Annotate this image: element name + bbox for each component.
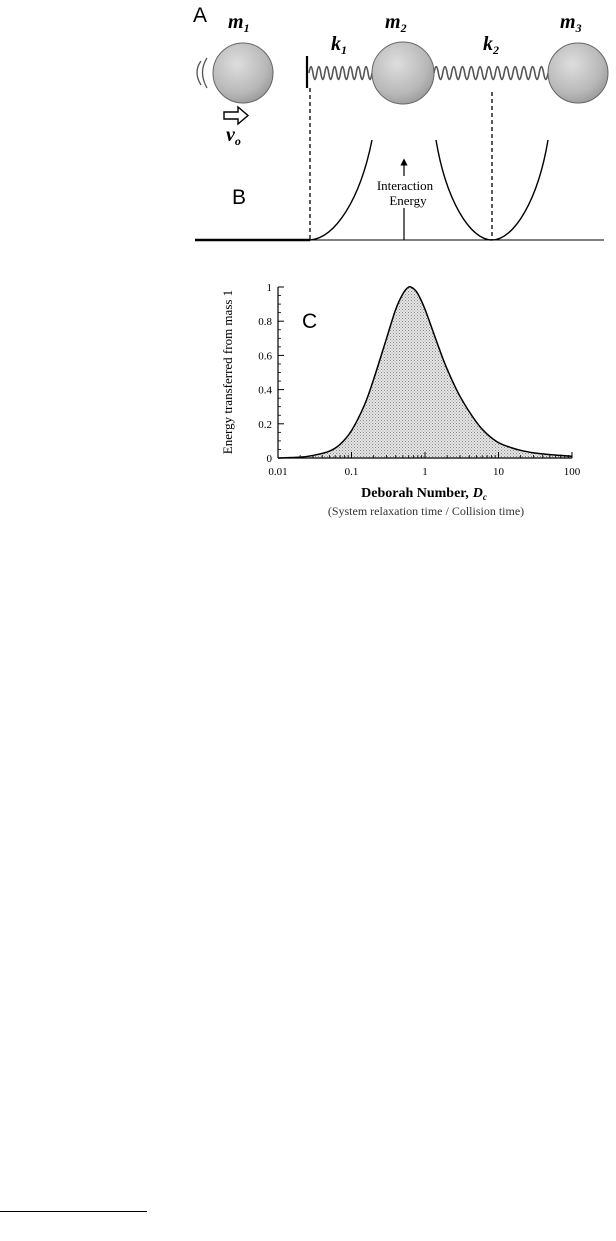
chart-area-fill (278, 286, 572, 458)
x-tick-label-0: 0.01 (268, 466, 287, 478)
panel-a: A m1 m2 m3 k1 k2 vo (193, 4, 609, 148)
mass-1-label: m1 (228, 11, 250, 35)
mass-3-ball (547, 42, 609, 104)
x-tick-label-3: 10 (493, 466, 505, 478)
motion-lines (196, 57, 208, 89)
mass-1-ball (212, 42, 274, 104)
spring-1-label: k1 (331, 33, 347, 57)
x-tick-label-4: 100 (564, 466, 581, 478)
panel-c-label: C (302, 310, 317, 333)
x-axis-sublabel: (System relaxation time / Collision time… (328, 504, 524, 518)
spring-2-label: k2 (483, 33, 499, 57)
y-tick-label-4: 0.8 (258, 316, 272, 328)
panel-c: C 0 0.2 0.4 0.6 0.8 1 0.01 0.1 1 10 100 Energy tra… (220, 282, 581, 518)
tick-labels: 0 0.2 0.4 0.6 0.8 1 0.01 0.1 1 10 100 (258, 282, 581, 478)
axis-ticks (277, 286, 573, 459)
x-tick-label-2: 1 (422, 466, 428, 478)
x-axis-label: Deborah Number, Dc (361, 486, 487, 502)
panel-b-label: B (232, 186, 246, 209)
y-tick-label-2: 0.4 (258, 385, 272, 397)
velocity-arrow (223, 105, 250, 126)
y-tick-label-3: 0.6 (258, 350, 272, 362)
energy-curve-left (309, 139, 373, 241)
annotation-line-1: Interaction (377, 178, 434, 193)
mass-3-label: m3 (560, 11, 582, 35)
x-tick-label-1: 0.1 (345, 466, 359, 478)
y-axis-label: Energy transferred from mass 1 (220, 290, 235, 454)
annotation-line-2: Energy (389, 193, 427, 208)
spring-1 (308, 65, 373, 81)
panel-a-label: A (193, 4, 207, 27)
y-tick-label-5: 1 (267, 282, 273, 294)
chart-series-line (277, 285, 573, 459)
velocity-label: vo (226, 124, 241, 148)
y-tick-label-1: 0.2 (258, 419, 272, 431)
mass-2-label: m2 (385, 11, 407, 35)
footnote-rule (0, 1211, 147, 1212)
energy-curve-right (435, 139, 549, 241)
mass-2-ball (371, 41, 435, 105)
y-tick-label-0: 0 (267, 453, 273, 465)
spring-2 (433, 65, 549, 81)
panel-b: B Interaction Energy (195, 88, 604, 242)
annotation-backdrop (370, 176, 440, 208)
